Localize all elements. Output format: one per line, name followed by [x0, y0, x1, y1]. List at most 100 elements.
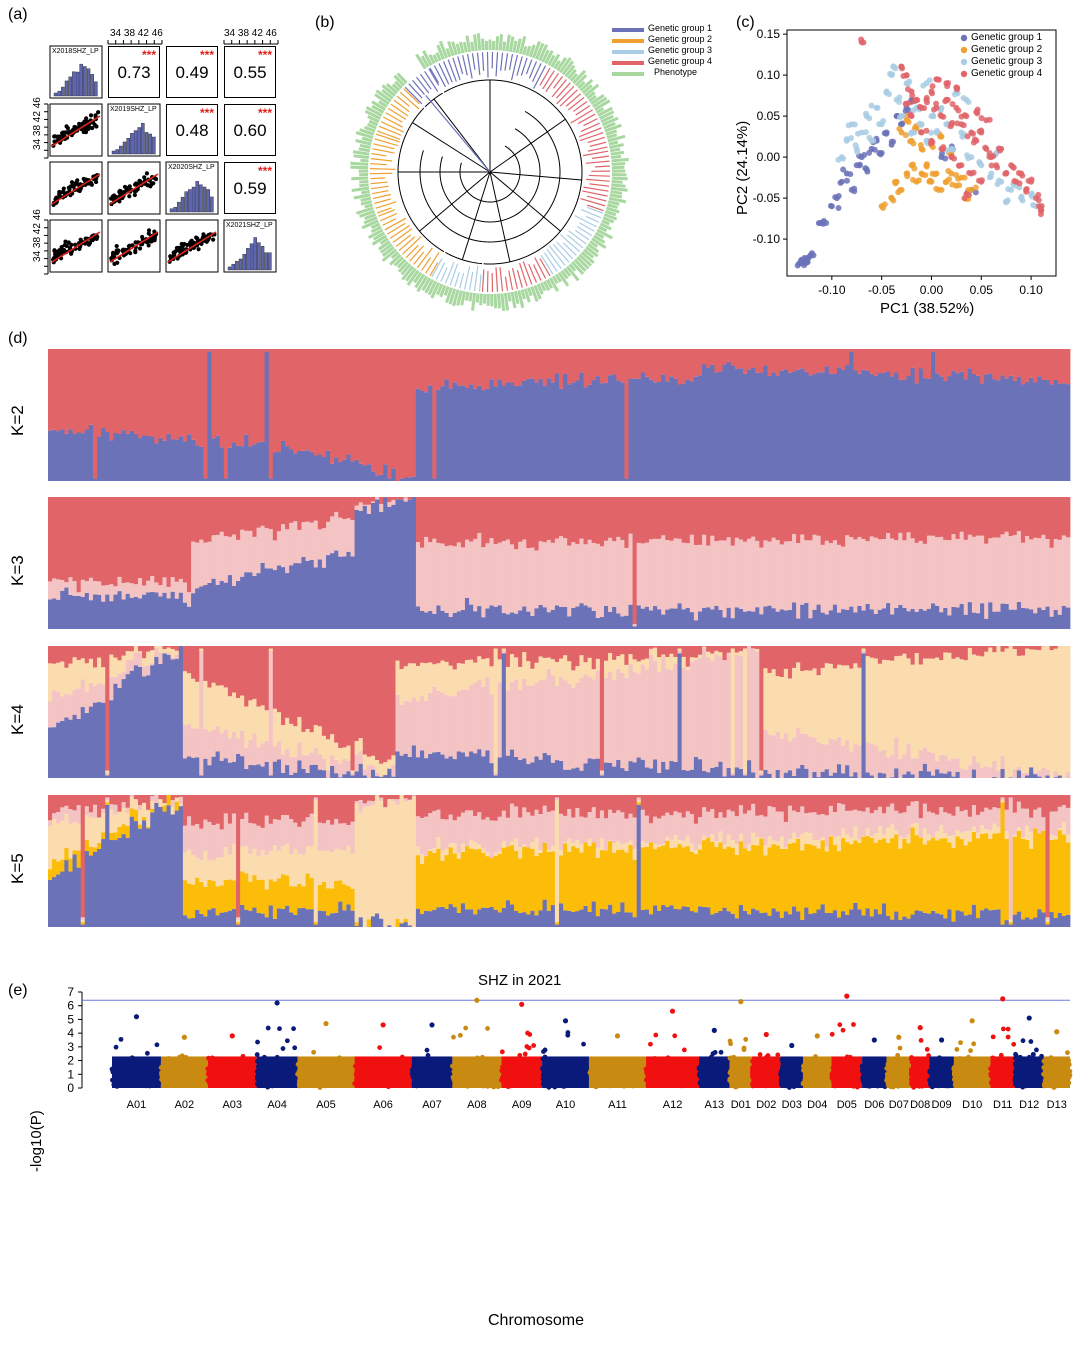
admixture-bar — [787, 541, 793, 610]
admixture-bar — [456, 663, 462, 691]
admixture-bar — [943, 381, 948, 481]
admixture-bar — [669, 795, 674, 816]
admixture-bar — [444, 908, 450, 927]
admixture-bar — [207, 909, 212, 927]
admixture-bar — [546, 378, 552, 481]
admixture-bar — [718, 540, 723, 610]
pca-point — [827, 202, 834, 209]
admixture-bar — [411, 349, 417, 477]
admixture-bar — [714, 847, 719, 913]
admixture-bar — [489, 379, 494, 481]
pca-point — [881, 201, 888, 208]
admixture-bar — [787, 838, 793, 844]
admixture-bar — [281, 440, 286, 481]
admixture-bar — [460, 851, 466, 904]
admixture-bar — [150, 812, 155, 927]
admixture-bar — [943, 497, 948, 540]
admixture-bar — [812, 795, 817, 813]
admixture-bar — [407, 497, 413, 500]
admixture-bar — [432, 853, 437, 910]
admixture-bar — [881, 834, 887, 839]
admixture-bar — [599, 497, 605, 547]
admixture-bar — [121, 834, 127, 927]
admixture-bar — [48, 646, 53, 664]
admixture-bar — [440, 906, 445, 927]
admixture-bar — [113, 657, 118, 677]
phenotype-bar — [381, 84, 396, 97]
admixture-bar — [350, 770, 355, 774]
admixture-bar — [301, 731, 306, 755]
admixture-bar — [751, 497, 756, 537]
admixture-bar — [742, 648, 748, 774]
pca-point — [1002, 198, 1009, 205]
phenotype-bar — [553, 60, 561, 70]
phenotype-bar — [589, 240, 599, 248]
admixture-bar — [207, 497, 212, 542]
admixture-bar — [554, 646, 560, 662]
admixture-bar — [640, 372, 646, 481]
admixture-bar — [362, 769, 368, 776]
admixture-bar — [943, 838, 948, 919]
admixture-bar — [1041, 767, 1046, 778]
admixture-bar — [587, 812, 593, 839]
admixture-bar — [125, 582, 131, 594]
admixture-bar — [804, 540, 809, 603]
admixture-bar — [285, 646, 290, 718]
admixture-bar — [440, 850, 445, 861]
admixture-bar — [608, 612, 613, 629]
admixture-bar — [1061, 834, 1067, 917]
pca-frame — [786, 29, 1057, 277]
admixture-bar — [76, 660, 82, 689]
admixture-bar — [391, 755, 396, 766]
admixture-bar — [718, 842, 723, 912]
admixture-bar — [162, 803, 167, 806]
admixture-bar — [142, 802, 147, 818]
admixture-bar — [534, 608, 539, 629]
admixture-bar — [469, 604, 474, 629]
admixture-bar — [534, 662, 539, 684]
admixture-bar — [223, 687, 229, 730]
admixture-bar — [195, 588, 200, 629]
admixture-bar — [975, 349, 981, 376]
tree-tip — [387, 107, 407, 120]
pca-point — [1035, 191, 1042, 198]
admixture-bar — [759, 773, 764, 776]
admixture-bar — [366, 349, 372, 465]
admixture-bar — [661, 374, 666, 481]
admixture-bar — [121, 646, 127, 656]
admixture-bar — [681, 795, 687, 818]
admixture-bar — [231, 692, 237, 732]
admixture-bar — [338, 880, 343, 902]
scatter-point — [137, 246, 143, 251]
admixture-bar — [293, 497, 298, 522]
admixture-bar — [902, 653, 907, 755]
admixture-bar — [779, 795, 785, 812]
admixture-bar — [80, 795, 86, 918]
admixture-bar — [959, 768, 965, 778]
admixture-bar — [362, 803, 368, 807]
admixture-bar — [980, 383, 985, 481]
admixture-bar — [734, 646, 740, 653]
admixture-bar — [387, 502, 392, 507]
admixture-bar — [550, 675, 556, 763]
admixture-bar — [677, 603, 683, 629]
admixture-bar — [297, 349, 302, 451]
admixture-bar — [587, 497, 593, 540]
admixture-bar — [211, 438, 217, 481]
admixture-bar — [608, 809, 613, 841]
admixture-bar — [579, 909, 584, 927]
histogram-bar — [246, 248, 250, 271]
admixture-bar — [166, 433, 172, 481]
admixture-bar — [268, 349, 274, 479]
admixture-bar — [742, 349, 748, 374]
admixture-bar — [608, 375, 613, 481]
admixture-bar — [599, 908, 605, 927]
admixture-bar — [72, 714, 78, 778]
admixture-bar — [971, 826, 977, 833]
scatter-point — [56, 252, 61, 257]
admixture-bar — [403, 349, 409, 478]
admixture-bar — [56, 599, 61, 629]
admixture-bar — [387, 506, 392, 629]
admixture-bar — [395, 349, 400, 481]
admixture-bar — [158, 585, 163, 597]
